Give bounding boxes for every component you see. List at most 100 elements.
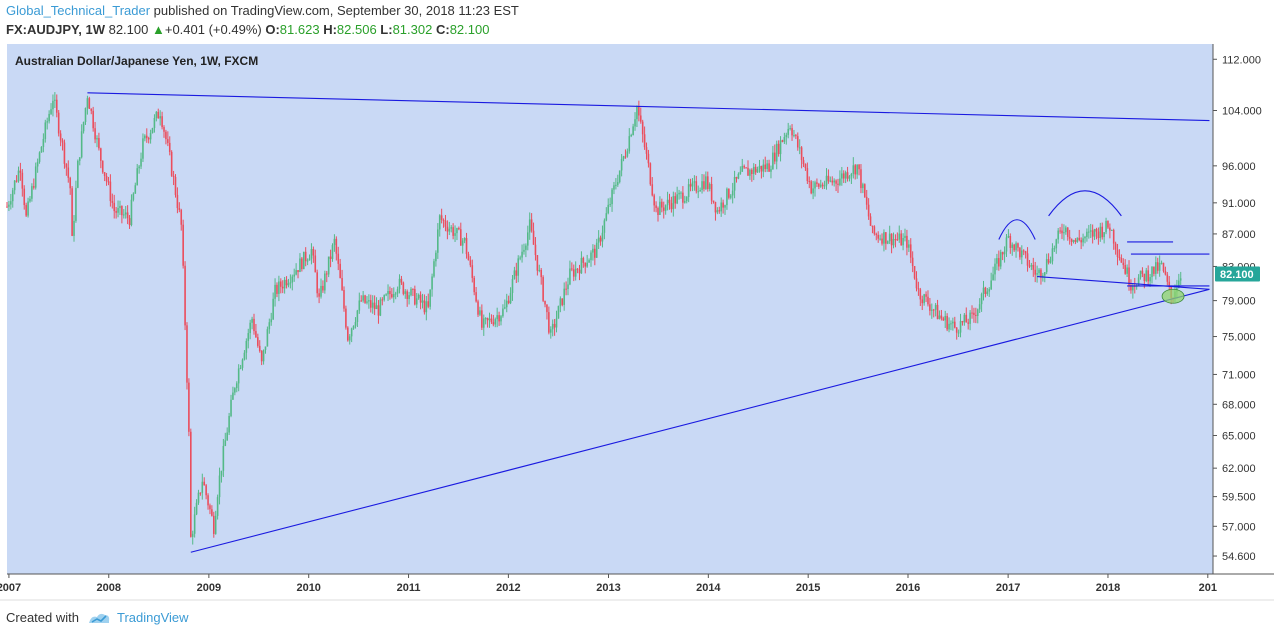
- candle-body: [1166, 274, 1169, 282]
- trendline[interactable]: [1037, 275, 1210, 290]
- candle-body: [563, 288, 565, 305]
- candle-body: [908, 244, 910, 248]
- y-tick-label: 112.000: [1222, 54, 1261, 66]
- candle-body: [785, 134, 788, 138]
- candle-body: [78, 157, 81, 161]
- candle-body: [825, 175, 828, 186]
- candle-body: [749, 169, 751, 176]
- x-tick-label: 201: [1199, 582, 1217, 594]
- candle-body: [927, 296, 929, 305]
- candle-body: [611, 189, 613, 205]
- candle-body: [841, 173, 843, 179]
- candle-body: [796, 136, 799, 148]
- candle-body: [1112, 229, 1115, 244]
- candle-body: [1068, 236, 1071, 239]
- candle-body: [488, 318, 491, 321]
- candle-body: [1074, 239, 1077, 242]
- plot-area[interactable]: [7, 44, 1213, 574]
- trendline[interactable]: [87, 92, 1210, 122]
- candle-body: [586, 262, 588, 267]
- candle-body: [429, 289, 431, 307]
- candle-body: [934, 304, 937, 310]
- candle-body: [580, 257, 583, 274]
- candle-body: [576, 268, 579, 270]
- candle-body: [571, 268, 573, 270]
- candle-body: [900, 233, 902, 246]
- candle-body: [959, 321, 962, 333]
- candle-body: [578, 269, 581, 274]
- price-axis[interactable]: [1213, 44, 1274, 574]
- candle-body: [756, 169, 759, 173]
- candle-body: [676, 194, 678, 204]
- candle-body: [829, 180, 832, 182]
- candle-body: [519, 257, 521, 259]
- candle-body: [402, 282, 405, 294]
- candle-body: [1013, 244, 1015, 251]
- candle-body: [281, 286, 284, 289]
- candle-body: [113, 202, 116, 212]
- candle-body: [915, 278, 918, 289]
- candle-body: [722, 202, 724, 208]
- candle-body: [471, 265, 474, 278]
- candle-body: [706, 176, 709, 189]
- candle-body: [431, 276, 433, 290]
- candle-body: [86, 98, 89, 109]
- arc-annotation[interactable]: [1048, 190, 1122, 217]
- candle-body: [377, 305, 380, 316]
- candle-body: [262, 349, 265, 362]
- change-text: +0.401 (+0.49%): [164, 22, 262, 37]
- candle-body: [1022, 250, 1025, 252]
- candle-body: [888, 233, 891, 242]
- candle-body: [1065, 227, 1067, 233]
- candle-body: [10, 201, 12, 205]
- candle-body: [111, 201, 114, 203]
- candle-body: [923, 294, 925, 304]
- candle-body: [638, 106, 640, 116]
- candle-body: [301, 258, 303, 270]
- candle-body: [551, 323, 554, 330]
- candle-body: [230, 399, 232, 416]
- candle-body: [745, 167, 747, 169]
- candle-body: [82, 121, 85, 132]
- candle-body: [1005, 237, 1008, 252]
- candle-body: [894, 239, 897, 241]
- candle-body: [877, 234, 879, 239]
- candle-body: [1072, 239, 1075, 242]
- candle-body: [672, 196, 675, 210]
- candle-body: [421, 300, 424, 303]
- candle-body: [329, 256, 332, 259]
- candle-body: [775, 143, 778, 162]
- candle-body: [343, 290, 345, 309]
- candle-body: [182, 224, 184, 266]
- candle-body: [180, 209, 183, 225]
- candle-body: [168, 142, 171, 152]
- author-link[interactable]: Global_Technical_Trader: [6, 3, 151, 18]
- candle-body: [858, 164, 860, 170]
- candle-body: [766, 163, 768, 170]
- candle-body: [978, 304, 981, 310]
- candle-body: [121, 205, 123, 216]
- arc-annotation[interactable]: [998, 219, 1036, 240]
- tradingview-link[interactable]: TradingView: [116, 610, 189, 625]
- candle-body: [662, 207, 665, 211]
- time-axis[interactable]: [0, 574, 1213, 600]
- candle-body: [710, 183, 713, 201]
- candle-body: [255, 331, 257, 338]
- created-with-text: Created with: [6, 610, 79, 625]
- candle-body: [1103, 232, 1105, 238]
- candle-body: [331, 245, 334, 259]
- candle-body: [787, 128, 790, 135]
- candle-body: [1137, 277, 1140, 286]
- candle-body: [701, 181, 703, 191]
- candle-body: [569, 268, 571, 285]
- candle-body: [1080, 240, 1082, 243]
- candle-body: [525, 245, 527, 250]
- candle-body: [264, 346, 267, 350]
- trendline[interactable]: [190, 288, 1210, 553]
- candle-body: [982, 287, 985, 294]
- highlight-ellipse[interactable]: [1161, 288, 1185, 304]
- candle-body: [322, 285, 324, 291]
- candle-body: [680, 192, 682, 194]
- candle-body: [23, 188, 26, 206]
